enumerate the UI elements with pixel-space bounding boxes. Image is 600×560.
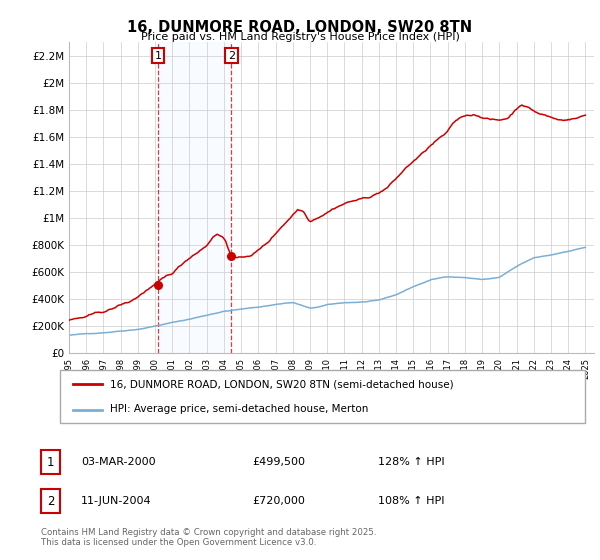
- Text: HPI: Average price, semi-detached house, Merton: HPI: Average price, semi-detached house,…: [110, 404, 368, 414]
- Text: Contains HM Land Registry data © Crown copyright and database right 2025.
This d: Contains HM Land Registry data © Crown c…: [41, 528, 376, 547]
- Text: 03-MAR-2000: 03-MAR-2000: [81, 457, 155, 467]
- Text: £720,000: £720,000: [252, 496, 305, 506]
- Text: Price paid vs. HM Land Registry's House Price Index (HPI): Price paid vs. HM Land Registry's House …: [140, 32, 460, 42]
- Text: 11-JUN-2004: 11-JUN-2004: [81, 496, 152, 506]
- Text: 2: 2: [47, 494, 54, 508]
- Text: 16, DUNMORE ROAD, LONDON, SW20 8TN: 16, DUNMORE ROAD, LONDON, SW20 8TN: [127, 20, 473, 35]
- Text: 1: 1: [47, 455, 54, 469]
- Text: 2: 2: [228, 50, 235, 60]
- Text: 128% ↑ HPI: 128% ↑ HPI: [378, 457, 445, 467]
- Text: 1: 1: [154, 50, 161, 60]
- Text: 16, DUNMORE ROAD, LONDON, SW20 8TN (semi-detached house): 16, DUNMORE ROAD, LONDON, SW20 8TN (semi…: [110, 380, 454, 390]
- Text: 108% ↑ HPI: 108% ↑ HPI: [378, 496, 445, 506]
- Text: £499,500: £499,500: [252, 457, 305, 467]
- Bar: [158, 42, 232, 353]
